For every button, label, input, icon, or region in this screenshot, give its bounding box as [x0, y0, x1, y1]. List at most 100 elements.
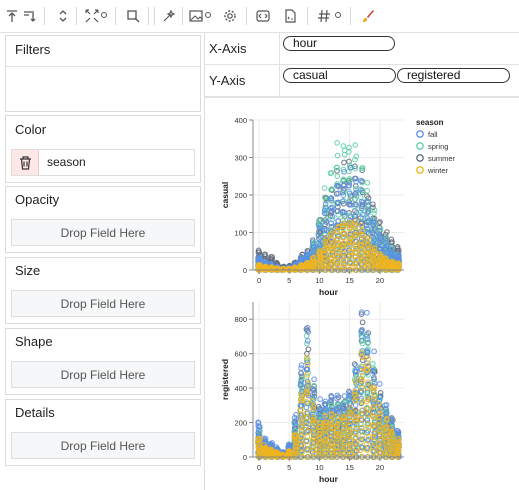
legend-symbol — [416, 166, 424, 174]
y-field-pill[interactable]: casual — [283, 68, 396, 83]
y-axis-row: Y-Axis casual registered — [205, 65, 519, 97]
data-point — [311, 414, 317, 421]
arrow-up-icon[interactable] — [2, 6, 22, 26]
data-point — [327, 231, 334, 238]
data-point — [364, 241, 371, 247]
y-field-pill[interactable]: registered — [397, 68, 510, 83]
data-point — [257, 435, 263, 442]
x-tick-label: 15 — [345, 276, 353, 285]
data-point — [370, 387, 377, 394]
settings-gear-icon[interactable] — [205, 12, 211, 18]
data-point — [340, 451, 347, 457]
data-point — [371, 393, 378, 400]
data-point — [304, 372, 310, 378]
data-point — [291, 432, 298, 439]
arrow-down-icon[interactable] — [19, 6, 39, 26]
data-point — [371, 430, 377, 437]
data-point — [333, 253, 340, 259]
file-code-icon[interactable] — [280, 6, 300, 26]
expand-vertical-icon[interactable] — [53, 6, 73, 26]
data-point — [285, 265, 292, 272]
data-point — [357, 447, 364, 454]
data-point — [376, 414, 383, 421]
data-point — [339, 231, 346, 237]
data-point — [346, 144, 352, 151]
data-point — [310, 406, 317, 413]
data-point — [358, 439, 364, 445]
data-point — [340, 220, 347, 226]
data-point — [351, 388, 358, 395]
data-point — [376, 400, 382, 407]
data-point — [335, 420, 341, 427]
settings-gear-icon[interactable] — [335, 12, 341, 18]
data-point — [269, 254, 276, 260]
data-point — [317, 396, 324, 402]
data-point — [364, 180, 371, 186]
data-point — [365, 259, 372, 265]
data-point — [311, 387, 317, 394]
trash-icon[interactable] — [12, 150, 39, 175]
data-point — [298, 419, 305, 426]
data-point — [347, 426, 353, 433]
data-point — [353, 425, 360, 432]
hash-icon[interactable] — [314, 6, 334, 26]
data-point — [304, 386, 310, 393]
details-drop-zone[interactable]: Drop Field Here — [11, 432, 195, 459]
data-point — [376, 422, 383, 428]
data-point — [365, 379, 371, 385]
image-icon[interactable] — [186, 6, 206, 26]
data-point — [363, 441, 370, 447]
x-field-pill[interactable]: hour — [283, 36, 395, 51]
select-region-icon[interactable] — [123, 6, 143, 26]
data-point — [395, 252, 402, 259]
y-tick-label: 300 — [234, 154, 247, 163]
wand-icon[interactable] — [159, 6, 179, 26]
data-point — [371, 348, 377, 355]
gear-icon[interactable] — [220, 6, 240, 26]
data-point — [352, 142, 359, 148]
data-point — [309, 237, 316, 244]
data-point — [341, 423, 348, 430]
data-point — [369, 360, 376, 367]
data-point — [334, 173, 341, 179]
brush-icon[interactable] — [358, 6, 378, 26]
data-point — [358, 254, 364, 260]
data-point — [299, 437, 305, 444]
data-point — [364, 248, 371, 255]
settings-gear-icon[interactable] — [101, 12, 107, 18]
toolbar-separator — [154, 7, 155, 25]
data-point — [359, 230, 365, 237]
data-point — [341, 159, 347, 166]
data-point — [359, 340, 366, 347]
data-point — [359, 167, 366, 174]
y-axis-label: Y-Axis — [209, 73, 246, 88]
data-point — [352, 165, 359, 172]
size-drop-zone[interactable]: Drop Field Here — [11, 290, 195, 317]
data-point — [273, 449, 279, 455]
y-tick-label: 0 — [243, 453, 247, 462]
data-point — [353, 381, 360, 388]
data-point — [388, 239, 395, 245]
divider — [6, 66, 200, 67]
y-axis-title: casual — [220, 182, 230, 208]
data-point — [322, 432, 329, 438]
data-point — [359, 211, 366, 218]
data-point — [291, 414, 298, 421]
shape-drop-zone[interactable]: Drop Field Here — [11, 361, 195, 388]
code-icon[interactable] — [253, 6, 273, 26]
opacity-drop-zone[interactable]: Drop Field Here — [11, 219, 195, 246]
data-point — [334, 168, 340, 174]
color-field-chip[interactable]: season — [11, 149, 195, 176]
data-point — [329, 230, 335, 236]
data-point — [371, 438, 377, 445]
data-point — [388, 249, 394, 255]
data-point — [341, 421, 348, 428]
data-point — [333, 439, 340, 446]
data-point — [346, 182, 353, 189]
data-point — [310, 417, 317, 424]
data-point — [353, 178, 359, 185]
data-point — [341, 393, 348, 399]
expand-arrows-icon[interactable] — [82, 6, 102, 26]
data-point — [371, 207, 378, 213]
data-point — [376, 398, 382, 404]
